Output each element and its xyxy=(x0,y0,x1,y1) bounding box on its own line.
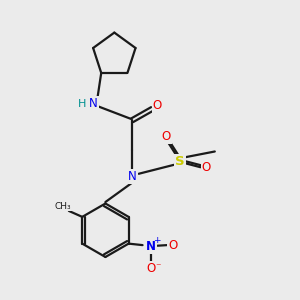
Text: S: S xyxy=(175,155,184,168)
Text: O: O xyxy=(202,161,211,174)
Text: ⁻: ⁻ xyxy=(156,262,161,272)
Text: H: H xyxy=(78,99,87,109)
Text: N: N xyxy=(89,98,98,110)
Text: N: N xyxy=(128,170,136,183)
Text: O: O xyxy=(146,262,155,275)
Text: O: O xyxy=(162,130,171,143)
Text: O: O xyxy=(153,99,162,112)
Text: +: + xyxy=(153,236,160,244)
Text: O: O xyxy=(169,238,178,252)
Text: CH₃: CH₃ xyxy=(55,202,71,211)
Text: N: N xyxy=(146,240,156,253)
